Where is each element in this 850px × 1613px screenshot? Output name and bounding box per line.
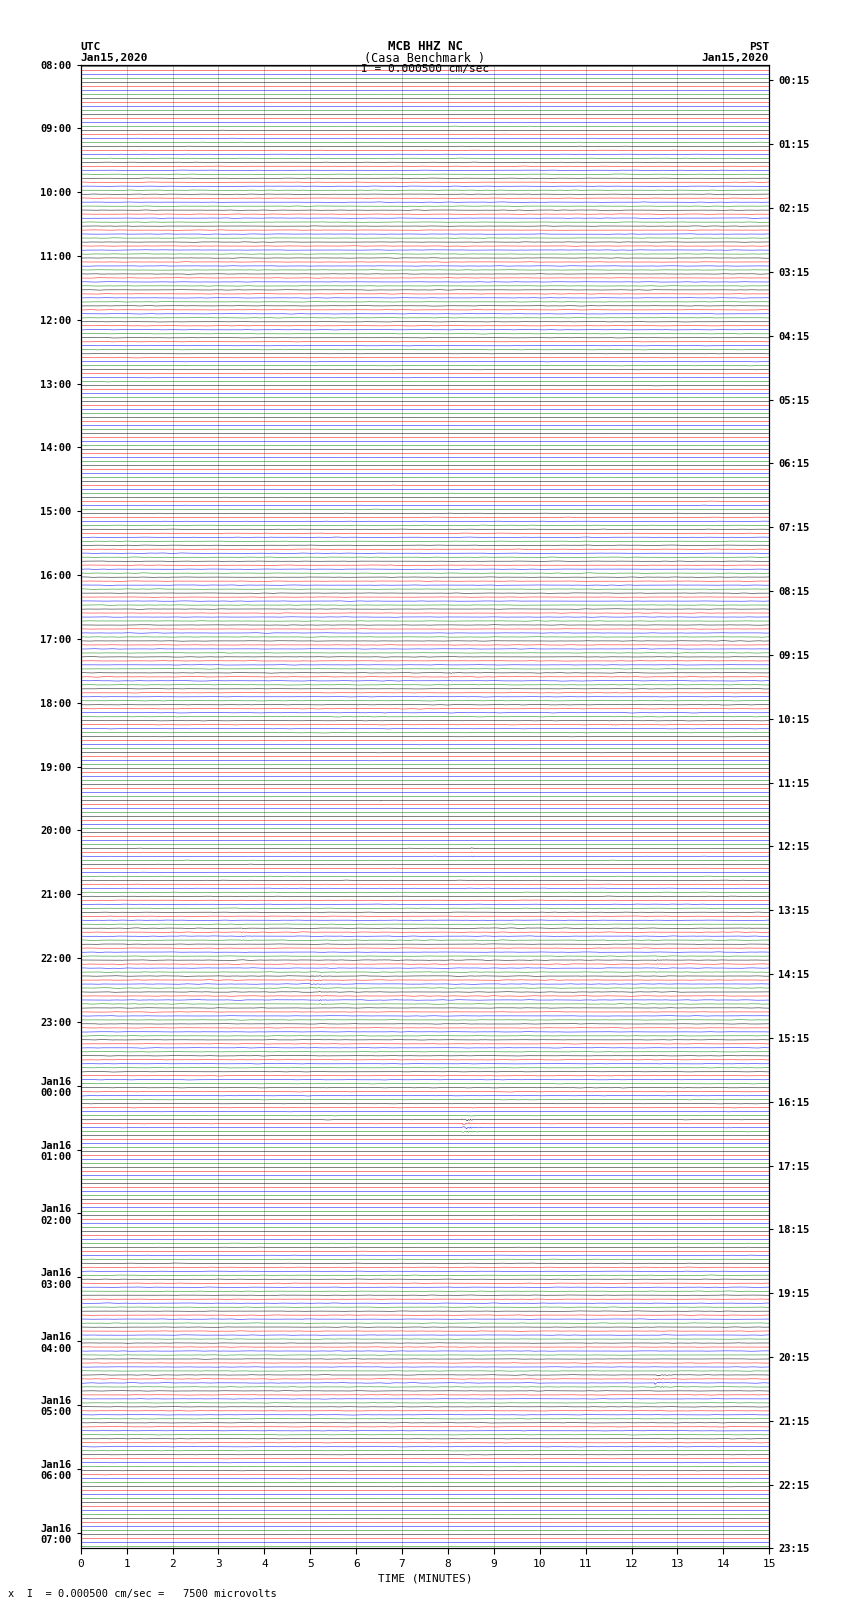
Text: I = 0.000500 cm/sec: I = 0.000500 cm/sec <box>361 65 489 74</box>
Text: (Casa Benchmark ): (Casa Benchmark ) <box>365 52 485 65</box>
Text: UTC: UTC <box>81 42 101 52</box>
Text: MCB HHZ NC: MCB HHZ NC <box>388 40 462 53</box>
Text: Jan15,2020: Jan15,2020 <box>81 53 148 63</box>
Text: PST: PST <box>749 42 769 52</box>
Text: Jan15,2020: Jan15,2020 <box>702 53 769 63</box>
X-axis label: TIME (MINUTES): TIME (MINUTES) <box>377 1573 473 1582</box>
Text: x  I  = 0.000500 cm/sec =   7500 microvolts: x I = 0.000500 cm/sec = 7500 microvolts <box>8 1589 277 1598</box>
